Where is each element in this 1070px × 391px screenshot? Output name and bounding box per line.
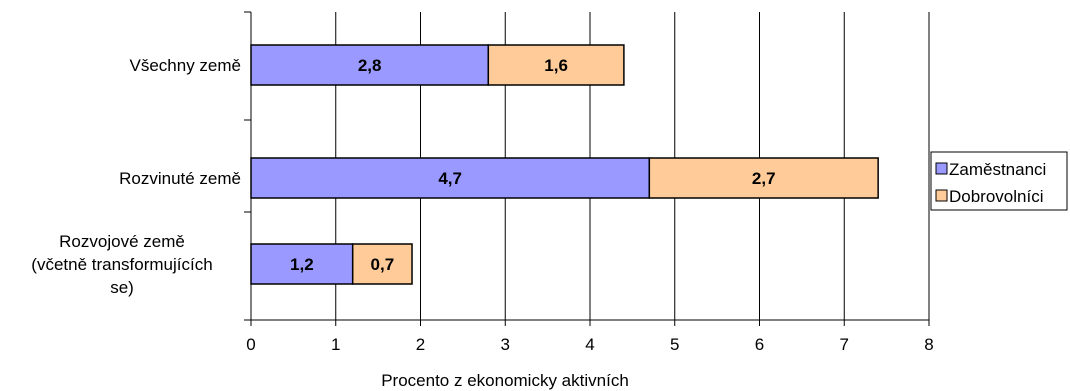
category-label: se) — [110, 278, 134, 297]
bar-segment — [487, 44, 625, 86]
category-label: Rozvinuté země — [119, 169, 241, 188]
x-tick-label: 7 — [840, 335, 849, 354]
legend-label: Dobrovolníci — [949, 187, 1044, 206]
x-tick-label: 0 — [246, 335, 255, 354]
x-tick-label: 5 — [670, 335, 679, 354]
legend: Zaměstnanci Dobrovolníci — [930, 151, 1068, 211]
data-label: 2,7 — [752, 169, 776, 188]
data-label: 0,7 — [371, 255, 395, 274]
category-labels: Všechny země Rozvinuté země Rozvojové země… — [31, 56, 241, 297]
x-tick-label: 1 — [331, 335, 340, 354]
bar-segment — [351, 243, 413, 285]
legend-swatch — [935, 189, 948, 202]
category-label: Rozvojové země — [59, 232, 185, 251]
legend-swatch — [935, 162, 948, 175]
bar-segment — [648, 157, 879, 199]
x-axis-title: Procento z ekonomicky aktivních — [381, 371, 629, 390]
category-label: (včetně transformujících — [31, 255, 212, 274]
bars: 2,8 1,6 4,7 2,7 1,2 0,7 — [250, 44, 879, 285]
axes — [244, 11, 930, 326]
x-tick-label: 4 — [585, 335, 594, 354]
x-tick-label: 2 — [416, 335, 425, 354]
tick-labels: 0 1 2 3 4 5 6 7 8 — [246, 335, 933, 354]
data-label: 4,7 — [438, 169, 462, 188]
legend-box — [930, 151, 1068, 211]
x-tick-label: 6 — [755, 335, 764, 354]
legend-label: Zaměstnanci — [949, 160, 1046, 179]
x-tick-label: 3 — [501, 335, 510, 354]
x-tick-label: 8 — [924, 335, 933, 354]
data-label: 1,2 — [290, 255, 314, 274]
data-label: 1,6 — [544, 56, 568, 75]
data-label: 2,8 — [358, 56, 382, 75]
category-label: Všechny země — [130, 56, 242, 75]
